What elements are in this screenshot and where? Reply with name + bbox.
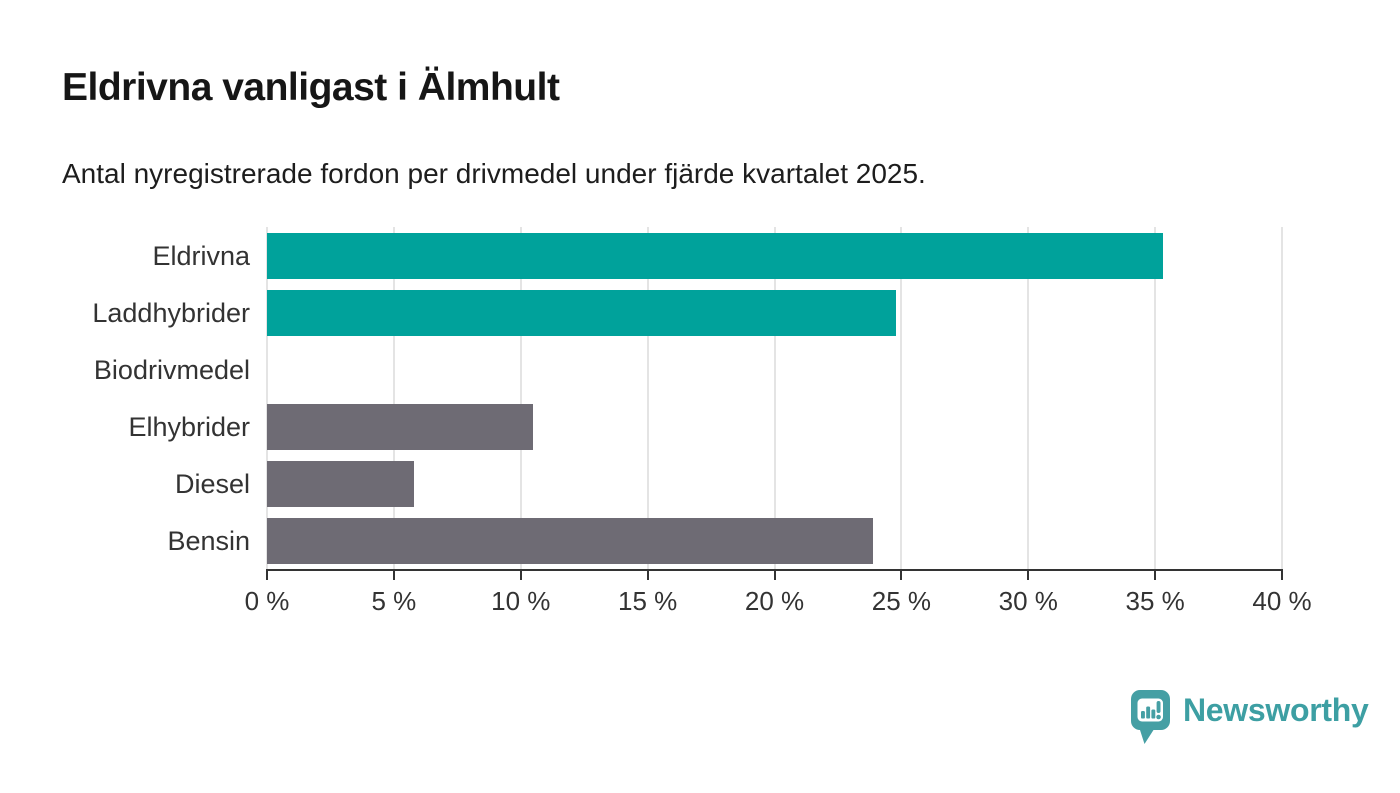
x-axis-tick-label: 10 % [491, 586, 551, 616]
x-axis-tick [519, 571, 522, 580]
x-axis-tick [392, 571, 395, 580]
x-axis-tick-label: 15 % [617, 586, 678, 616]
x-axis-tick [646, 571, 649, 580]
category-label: Bensin [167, 525, 250, 556]
gridline [1281, 227, 1283, 569]
chart-subtitle: Antal nyregistrerade fordon per drivmede… [62, 158, 926, 189]
gridline [1154, 227, 1157, 569]
category-label: Laddhybrider [92, 297, 250, 328]
category-label: Elhybrider [128, 411, 250, 442]
x-axis-tick [266, 571, 268, 580]
gridline [900, 227, 903, 569]
bar [267, 233, 1163, 279]
category-label: Eldrivna [152, 240, 250, 271]
gridline [646, 227, 649, 569]
x-axis-line [266, 569, 1283, 571]
x-axis-tick-label: 30 % [998, 586, 1058, 616]
newsworthy-logo-text: Newsworthy [1183, 692, 1369, 728]
x-axis-tick-label: 25 % [871, 586, 931, 616]
x-axis-tick [1027, 571, 1030, 580]
x-axis-tick-label: 40 % [1252, 586, 1312, 616]
x-axis-tick-label: 5 % [371, 586, 417, 616]
bar [267, 290, 897, 336]
x-axis-tick [900, 571, 903, 580]
category-label: Biodrivmedel [93, 354, 250, 385]
x-axis-tick-label: 20 % [744, 586, 805, 616]
bar [267, 518, 874, 564]
gridline [519, 227, 522, 569]
bar-chart-pin-icon [1131, 690, 1170, 744]
x-axis-tick [773, 571, 776, 580]
gridline [773, 227, 776, 569]
bar [267, 404, 534, 450]
x-axis-tick-label: 0 % [244, 586, 290, 616]
x-axis-tick-label: 35 % [1125, 586, 1185, 616]
x-axis-tick [1281, 571, 1283, 580]
category-label: Diesel [174, 468, 250, 499]
newsworthy-logo: Newsworthy [1130, 690, 1369, 746]
gridline [392, 227, 395, 569]
bar [267, 461, 415, 507]
gridline [1027, 227, 1030, 569]
chart-title: Eldrivna vanligast i Älmhult [62, 66, 560, 109]
gridline [266, 227, 268, 569]
x-axis-tick [1154, 571, 1157, 580]
